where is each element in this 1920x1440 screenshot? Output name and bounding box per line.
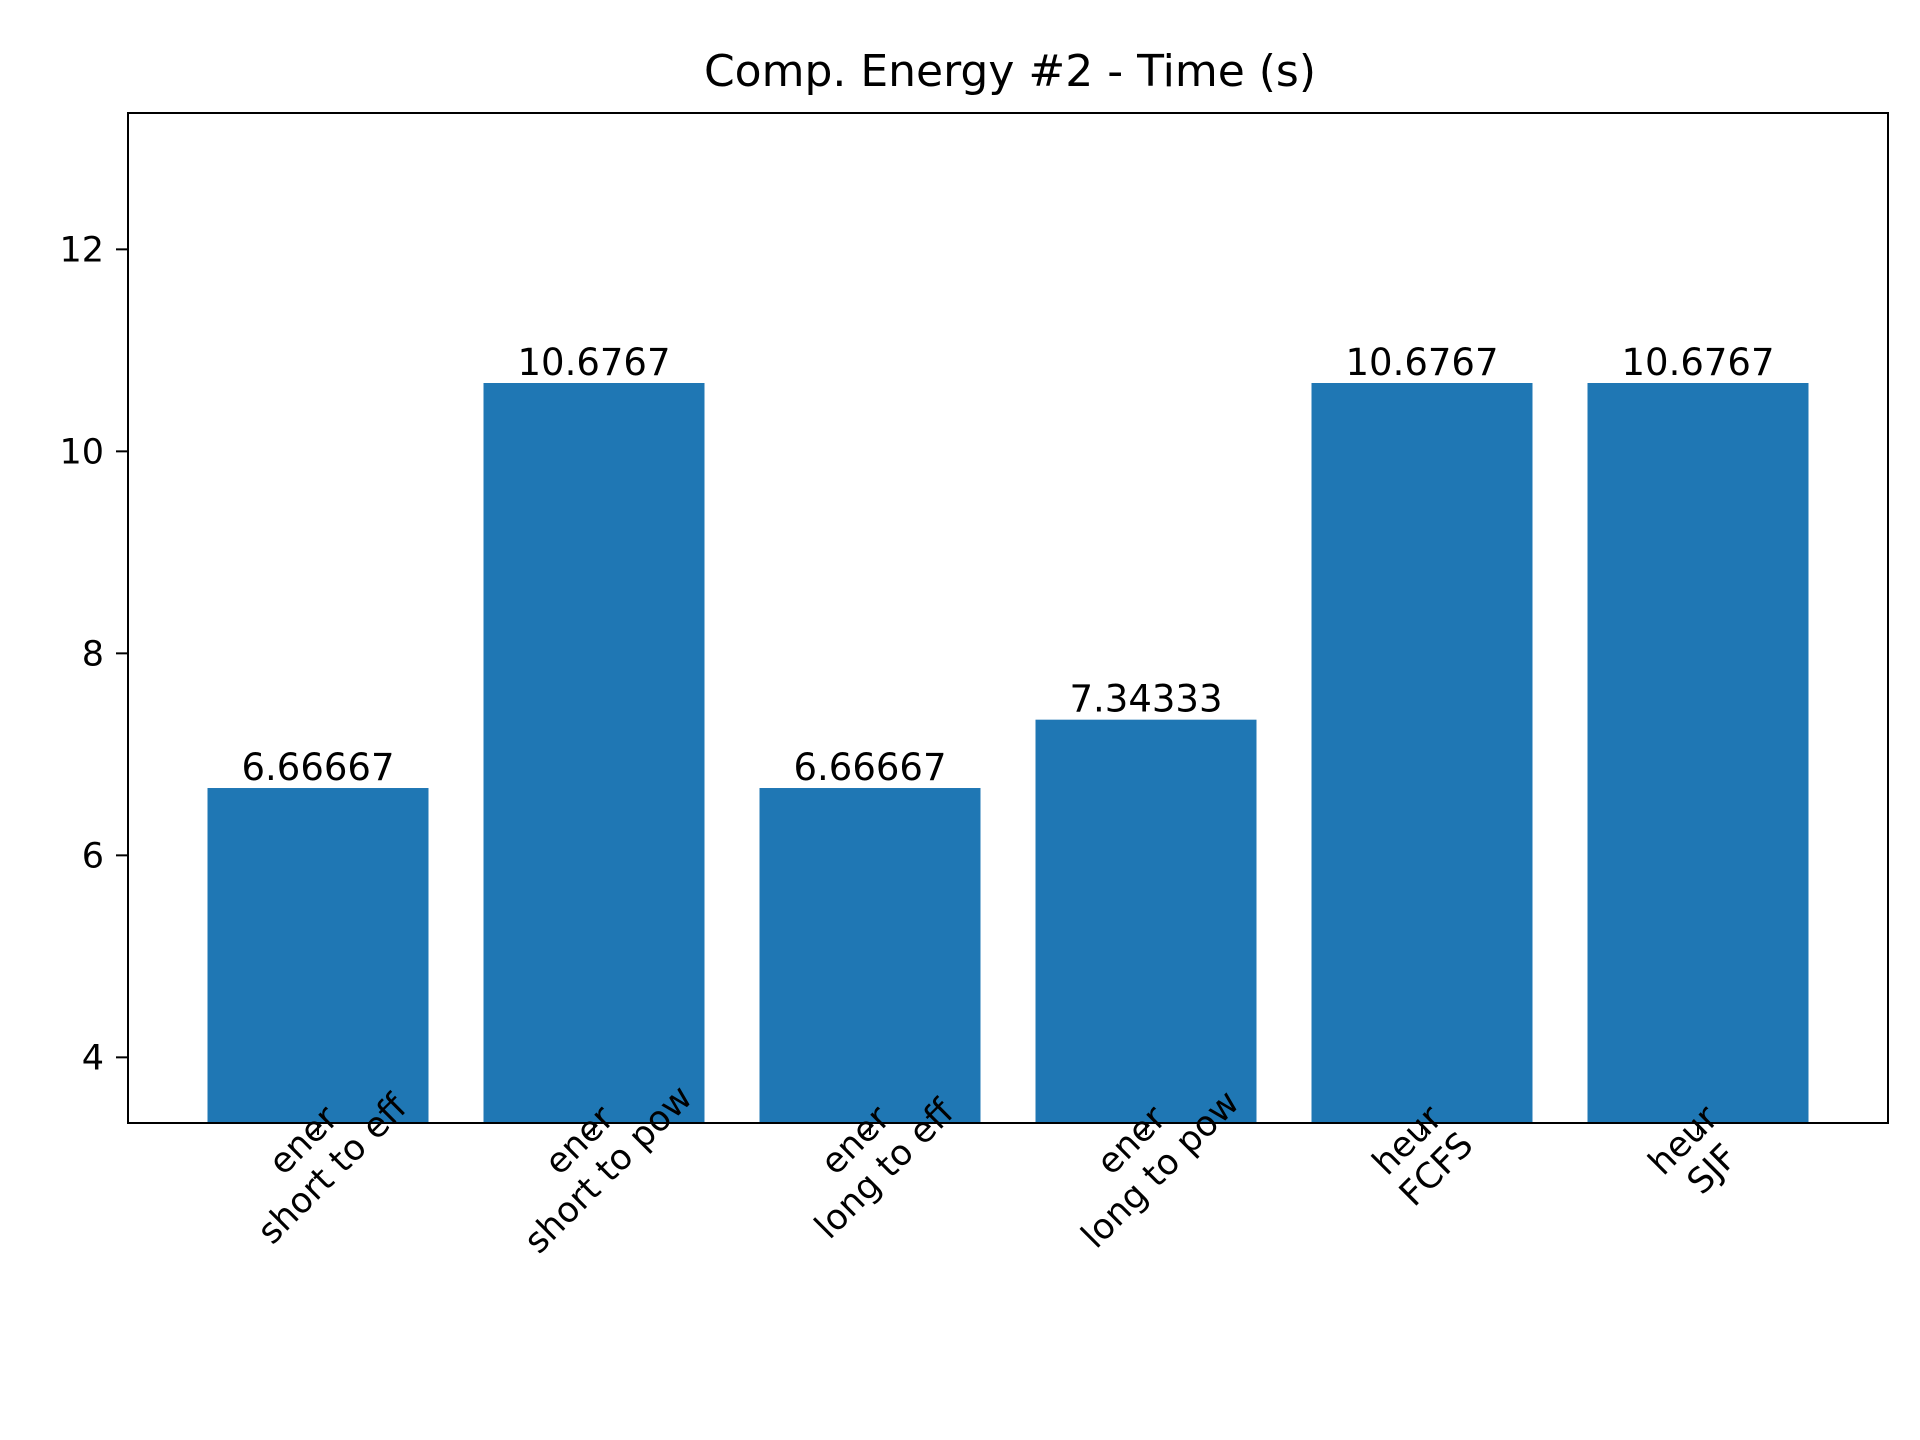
plot-frame	[127, 112, 1889, 1124]
chart-title: Comp. Energy #2 - Time (s)	[704, 46, 1316, 97]
bar-0	[207, 788, 429, 1123]
bar-5	[1587, 383, 1809, 1123]
y-tick-label-4: 12	[59, 230, 104, 270]
bar-4	[1311, 383, 1533, 1123]
bars-group	[207, 383, 1809, 1123]
y-axis: 4 6 8 10 12	[59, 230, 128, 1078]
bar-value-label-1: 10.6767	[517, 341, 670, 384]
bar-1	[483, 383, 705, 1123]
value-labels-group: 6.66667 10.6767 6.66667 7.34333 10.6767 10.67…	[241, 341, 1774, 789]
y-tick-label-3: 10	[59, 432, 104, 472]
y-tick-label-2: 8	[82, 634, 104, 674]
bar-value-label-0: 6.66667	[241, 746, 394, 789]
bar-value-label-3: 7.34333	[1069, 678, 1222, 721]
bar-2	[759, 788, 981, 1123]
bar-3	[1035, 719, 1257, 1123]
bar-value-label-5: 10.6767	[1621, 341, 1774, 384]
y-tick-label-1: 6	[82, 836, 104, 876]
bar-value-label-4: 10.6767	[1345, 341, 1498, 384]
y-tick-label-0: 4	[82, 1038, 104, 1078]
bar-value-label-2: 6.66667	[793, 746, 946, 789]
